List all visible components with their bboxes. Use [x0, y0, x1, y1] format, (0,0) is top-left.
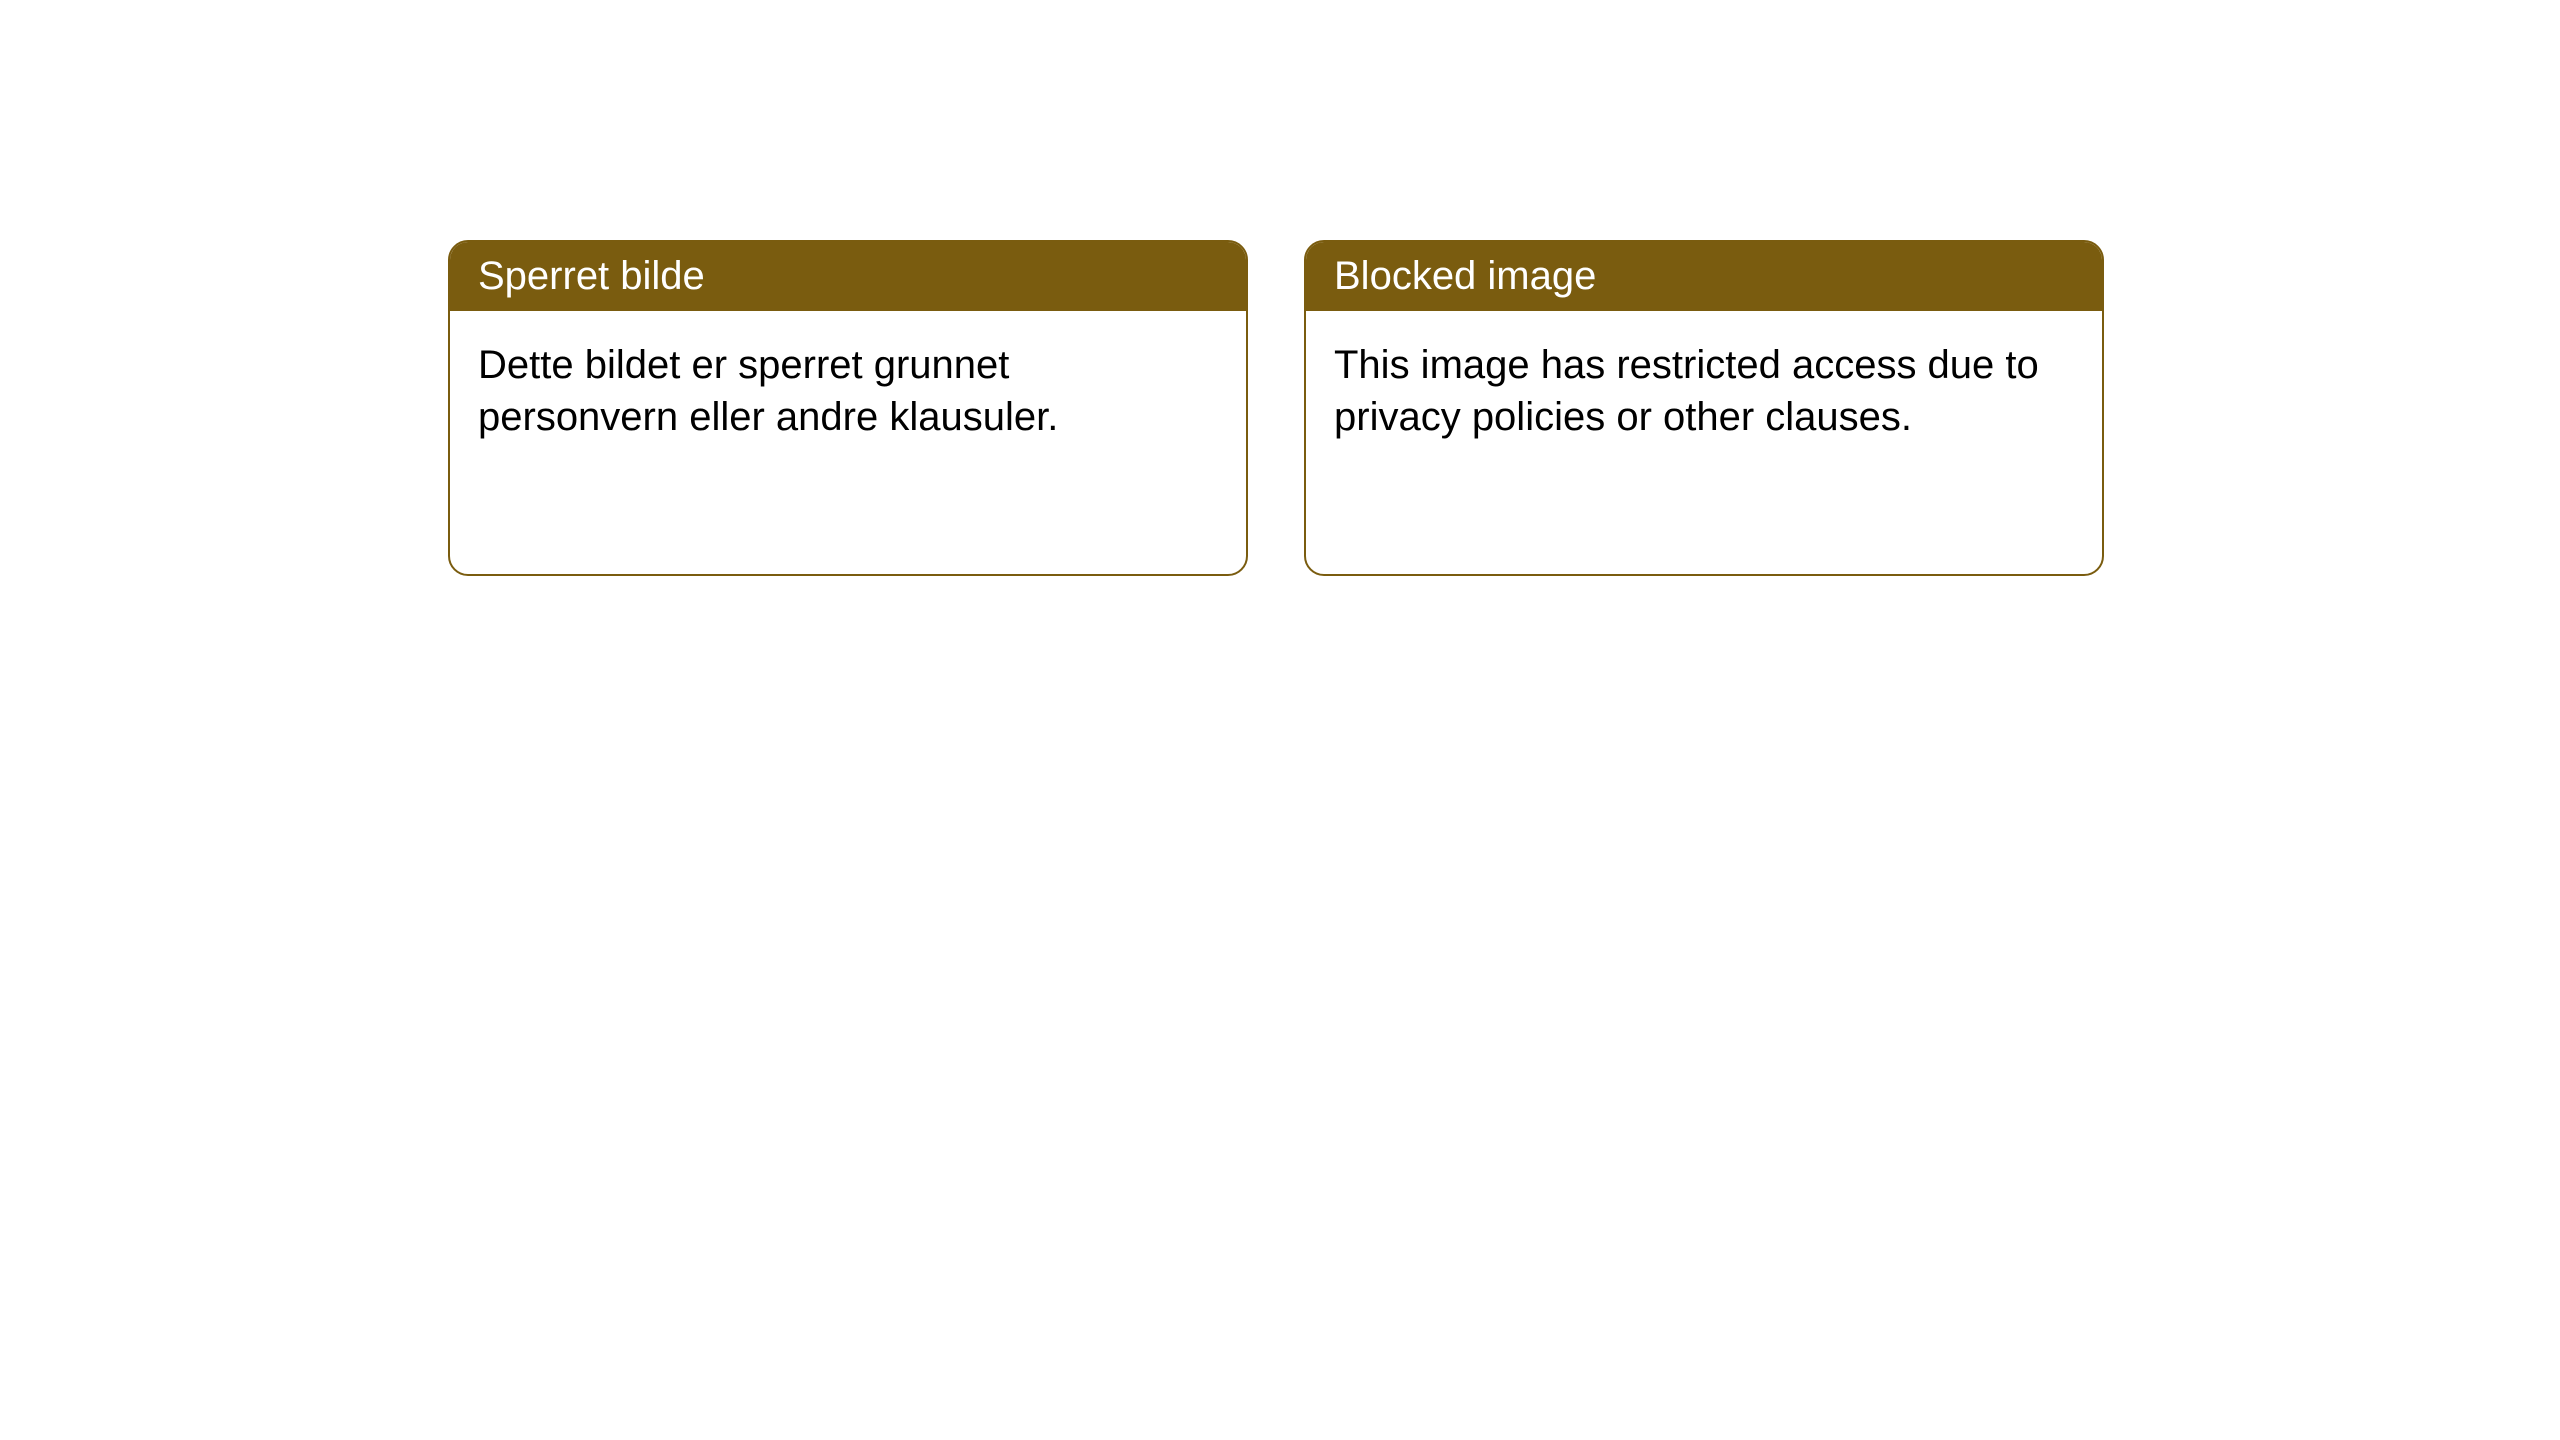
card-header-norwegian: Sperret bilde: [450, 242, 1246, 311]
card-body-norwegian: Dette bildet er sperret grunnet personve…: [450, 311, 1246, 471]
card-header-english: Blocked image: [1306, 242, 2102, 311]
card-title: Sperret bilde: [478, 254, 705, 298]
card-body-text: Dette bildet er sperret grunnet personve…: [478, 343, 1058, 439]
card-body-english: This image has restricted access due to …: [1306, 311, 2102, 471]
blocked-image-card-english: Blocked image This image has restricted …: [1304, 240, 2104, 576]
blocked-image-card-norwegian: Sperret bilde Dette bildet er sperret gr…: [448, 240, 1248, 576]
card-body-text: This image has restricted access due to …: [1334, 343, 2039, 439]
notice-cards-container: Sperret bilde Dette bildet er sperret gr…: [448, 240, 2104, 576]
card-title: Blocked image: [1334, 254, 1596, 298]
